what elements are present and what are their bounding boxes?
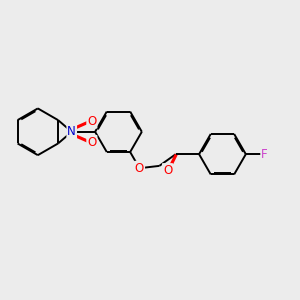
Text: F: F [261, 148, 268, 161]
Text: O: O [87, 115, 97, 128]
Text: O: O [163, 164, 172, 177]
Text: O: O [87, 136, 97, 149]
Text: O: O [135, 162, 144, 175]
Text: N: N [68, 125, 76, 138]
